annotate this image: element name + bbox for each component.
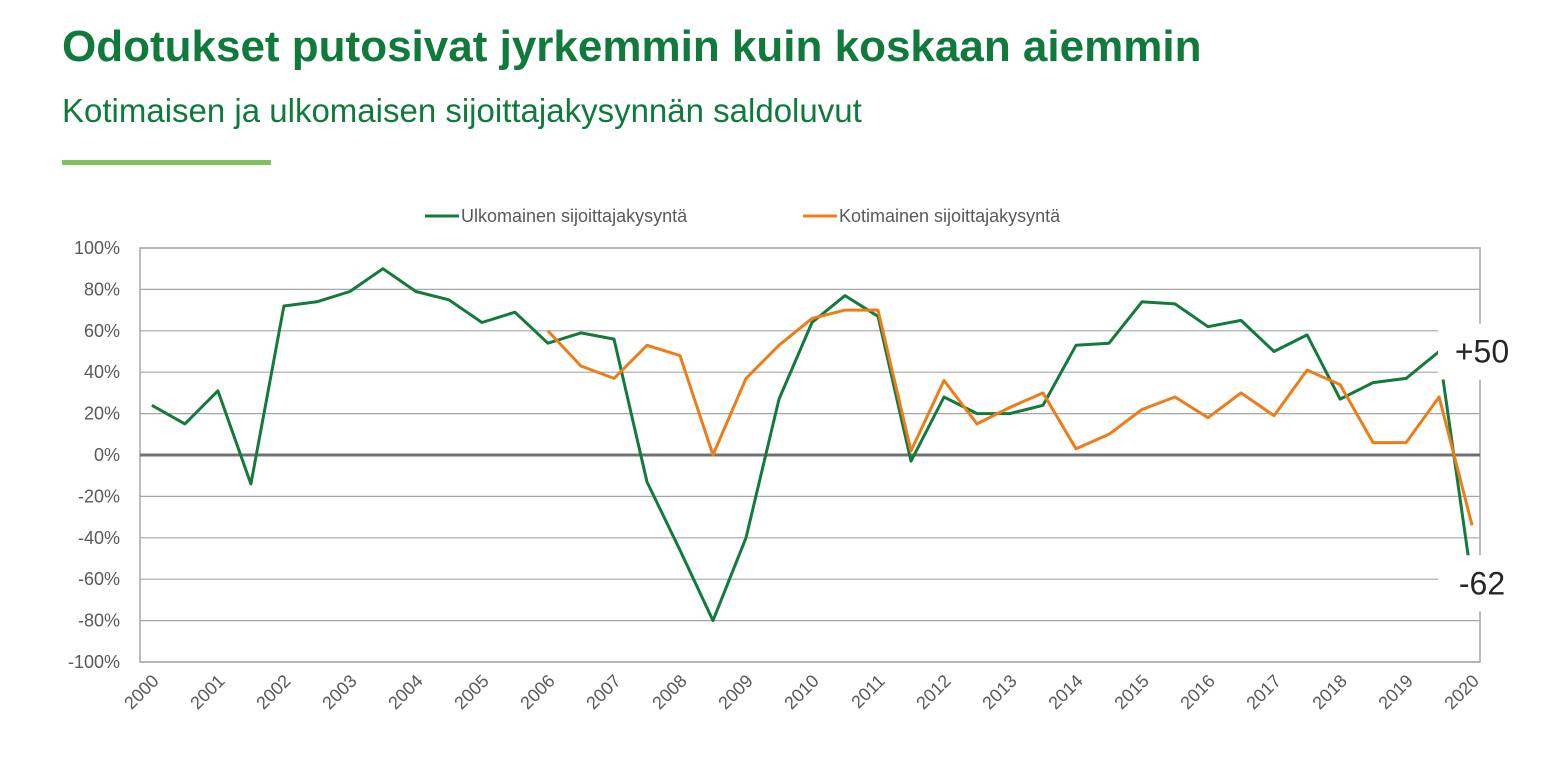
y-tick-label: 40% bbox=[84, 362, 120, 382]
chart-grid bbox=[139, 247, 1481, 663]
y-tick-label: 100% bbox=[74, 238, 120, 258]
x-tick-label: 2020 bbox=[1440, 671, 1482, 713]
x-tick-label: 2018 bbox=[1308, 671, 1350, 713]
y-tick-label: 60% bbox=[84, 321, 120, 341]
x-tick-label: 2004 bbox=[384, 671, 426, 713]
x-tick-label: 2015 bbox=[1110, 671, 1152, 713]
y-tick-label: -80% bbox=[78, 611, 120, 631]
y-tick-label: 0% bbox=[94, 445, 120, 465]
chart-legend: Ulkomainen sijoittajakysyntä Kotimainen s… bbox=[425, 206, 1061, 226]
y-tick-label: 20% bbox=[84, 404, 120, 424]
line-chart: Ulkomainen sijoittajakysyntä Kotimainen s… bbox=[68, 206, 1522, 713]
series-line-domestic bbox=[546, 308, 1474, 526]
title-accent-rule bbox=[62, 160, 271, 165]
x-tick-label: 2010 bbox=[780, 671, 822, 713]
chart-series bbox=[151, 267, 1474, 623]
x-tick-label: 2019 bbox=[1374, 671, 1416, 713]
y-axis: 100% 80% 60% 40% 20% 0% -20% -40% -60% -80% -100% bbox=[68, 238, 120, 672]
y-tick-label: -100% bbox=[68, 652, 120, 672]
x-tick-label: 2017 bbox=[1242, 671, 1284, 713]
y-tick-label: 80% bbox=[84, 279, 120, 299]
x-tick-label: 2006 bbox=[516, 671, 558, 713]
x-tick-label: 2012 bbox=[912, 671, 954, 713]
x-tick-label: 2009 bbox=[714, 671, 756, 713]
x-axis: 2000 2001 2002 2003 2004 2005 2006 2007 2008 2009… bbox=[120, 671, 1483, 713]
annotation-box bbox=[1438, 555, 1522, 612]
x-tick-label: 2005 bbox=[450, 671, 492, 713]
x-tick-label: 2002 bbox=[252, 671, 294, 713]
x-tick-label: 2003 bbox=[318, 671, 360, 713]
x-tick-label: 2016 bbox=[1176, 671, 1218, 713]
annotation-box bbox=[1438, 323, 1522, 380]
y-tick-label: -20% bbox=[78, 486, 120, 506]
x-tick-label: 2000 bbox=[120, 671, 162, 713]
x-tick-label: 2008 bbox=[648, 671, 690, 713]
x-tick-label: 2007 bbox=[582, 671, 624, 713]
page-title: Odotukset putosivat jyrkemmin kuin koska… bbox=[62, 22, 1202, 71]
page-subtitle: Kotimaisen ja ulkomaisen sijoittajakysyn… bbox=[62, 92, 862, 129]
y-tick-label: -40% bbox=[78, 528, 120, 548]
chart-annotations: +50 -62 bbox=[1438, 323, 1522, 612]
legend-label: Ulkomainen sijoittajakysyntä bbox=[461, 206, 688, 226]
x-tick-label: 2011 bbox=[847, 671, 889, 713]
x-tick-label: 2014 bbox=[1044, 671, 1086, 713]
x-tick-label: 2013 bbox=[978, 671, 1020, 713]
annotation-label: -62 bbox=[1459, 565, 1505, 601]
series-line-foreign bbox=[151, 267, 1474, 623]
y-tick-label: -60% bbox=[78, 569, 120, 589]
annotation-label: +50 bbox=[1455, 334, 1509, 370]
legend-label: Kotimainen sijoittajakysyntä bbox=[839, 206, 1061, 226]
x-tick-label: 2001 bbox=[186, 671, 228, 713]
